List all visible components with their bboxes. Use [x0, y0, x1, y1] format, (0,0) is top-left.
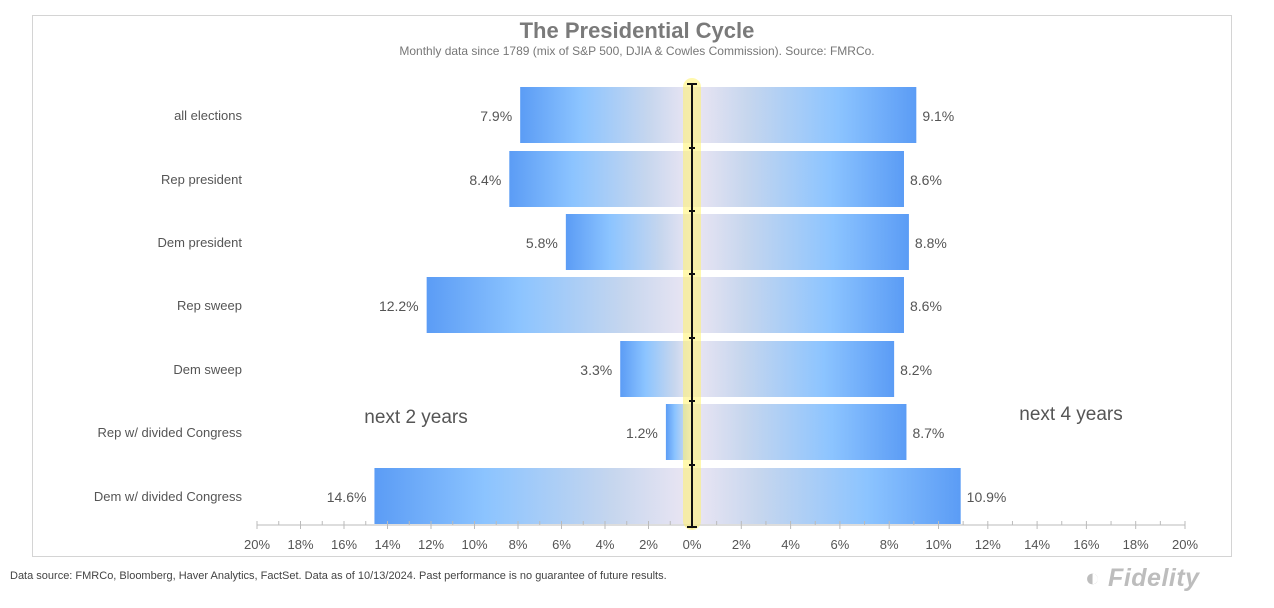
x-tick-label: 14% — [1024, 537, 1050, 552]
x-tick-label: 10% — [925, 537, 951, 552]
fidelity-logo: ◐ Fidelity — [1085, 564, 1200, 592]
x-tick-label: 4% — [596, 537, 615, 552]
bar-next-2-years — [620, 341, 692, 397]
footer-note: Data source: FMRCo, Bloomberg, Haver Ana… — [10, 570, 667, 582]
x-tick-label: 6% — [831, 537, 850, 552]
data-label-next-4-years: 10.9% — [967, 489, 1007, 505]
x-tick-label: 8% — [509, 537, 528, 552]
bar-next-4-years — [692, 87, 917, 143]
data-label-next-4-years: 8.8% — [915, 235, 947, 251]
x-tick-label: 16% — [1073, 537, 1099, 552]
bar-next-2-years — [565, 214, 692, 270]
x-tick-label: 18% — [287, 537, 313, 552]
data-label-next-2-years: 14.6% — [327, 489, 367, 505]
bar-next-4-years — [692, 151, 904, 207]
x-tick-label: 20% — [244, 537, 270, 552]
data-label-next-2-years: 1.2% — [626, 425, 658, 441]
x-tick-label: 2% — [639, 537, 658, 552]
bar-next-4-years — [692, 404, 907, 460]
x-tick-label: 20% — [1172, 537, 1198, 552]
series-label-next-4-years: next 4 years — [1019, 404, 1123, 425]
x-tick-label: 2% — [732, 537, 751, 552]
x-tick-label: 10% — [461, 537, 487, 552]
bar-next-2-years — [509, 151, 692, 207]
category-label: Rep sweep — [177, 298, 242, 313]
category-label: all elections — [174, 108, 242, 123]
x-tick-label: 0% — [683, 537, 702, 552]
data-label-next-4-years: 8.7% — [912, 425, 944, 441]
bar-next-2-years — [520, 87, 692, 143]
category-label: Dem president — [157, 235, 242, 250]
x-tick-label: 12% — [975, 537, 1001, 552]
x-tick-label: 12% — [418, 537, 444, 552]
data-label-next-2-years: 5.8% — [526, 235, 558, 251]
data-label-next-2-years: 12.2% — [379, 298, 419, 314]
category-label: Dem w/ divided Congress — [94, 489, 243, 504]
x-tick-label: 14% — [374, 537, 400, 552]
x-tick-label: 4% — [781, 537, 800, 552]
series-label-next-2-years: next 2 years — [364, 407, 468, 428]
data-label-next-4-years: 8.6% — [910, 298, 942, 314]
data-label-next-4-years: 8.6% — [910, 172, 942, 188]
bar-next-4-years — [692, 341, 895, 397]
category-label: Rep w/ divided Congress — [97, 425, 242, 440]
bar-next-4-years — [692, 468, 961, 524]
category-label: Rep president — [161, 172, 242, 187]
data-label-next-4-years: 8.2% — [900, 362, 932, 378]
x-tick-label: 18% — [1123, 537, 1149, 552]
data-label-next-4-years: 9.1% — [922, 108, 954, 124]
x-tick-label: 6% — [552, 537, 571, 552]
bar-next-4-years — [692, 214, 909, 270]
data-label-next-2-years: 3.3% — [580, 362, 612, 378]
bar-next-2-years — [426, 277, 692, 333]
x-tick-label: 8% — [880, 537, 899, 552]
bar-next-2-years — [374, 468, 692, 524]
chart-frame — [32, 15, 1232, 557]
data-label-next-2-years: 8.4% — [469, 172, 501, 188]
chart-title: The Presidential Cycle — [519, 18, 755, 43]
chart-subtitle: Monthly data since 1789 (mix of S&P 500,… — [399, 44, 875, 58]
bar-next-4-years — [692, 277, 904, 333]
x-tick-label: 16% — [331, 537, 357, 552]
category-label: Dem sweep — [173, 362, 242, 377]
data-label-next-2-years: 7.9% — [480, 108, 512, 124]
